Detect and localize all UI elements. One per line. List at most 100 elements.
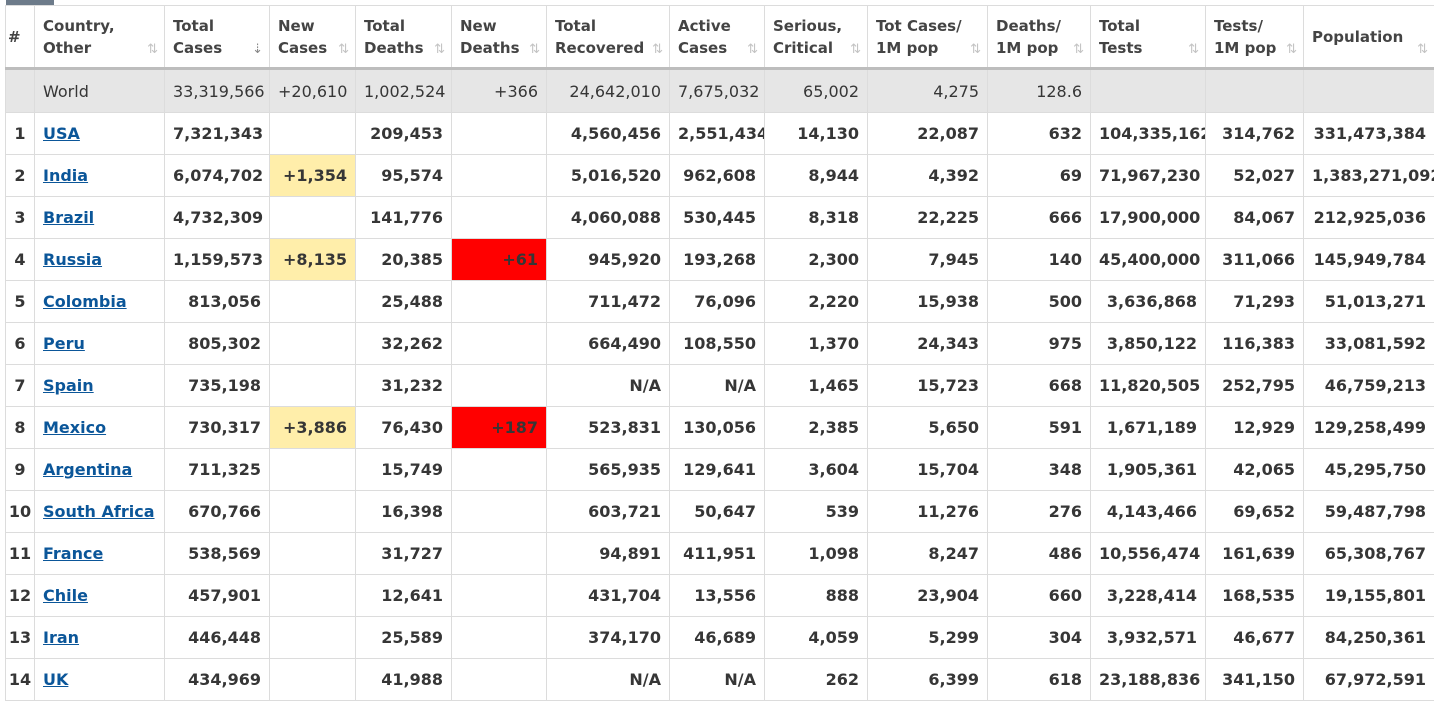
- cell-total-recovered: N/A: [546, 658, 670, 701]
- cell-cases-per-1m: 15,938: [867, 280, 988, 323]
- cell-population: 67,972,591: [1303, 658, 1434, 701]
- sort-icon[interactable]: ⇅: [747, 42, 758, 57]
- sort-icon[interactable]: ⇅: [970, 42, 981, 57]
- cell-active-cases: N/A: [669, 364, 765, 407]
- country-link[interactable]: Chile: [43, 586, 88, 605]
- cell-cases-per-1m: 15,704: [867, 448, 988, 491]
- cell-total-cases: 457,901: [164, 574, 270, 617]
- cell-serious-critical: 8,318: [764, 196, 868, 239]
- cell-total-deaths: 20,385: [355, 238, 452, 281]
- cell-total-recovered: 603,721: [546, 490, 670, 533]
- cell-active-cases: 129,641: [669, 448, 765, 491]
- country-link[interactable]: Colombia: [43, 292, 127, 311]
- table-row: 3 Brazil 4,732,309 141,776 4,060,088 530,445 8…: [5, 196, 1434, 239]
- header-serious-critical[interactable]: Serious, Critical ⇅: [764, 5, 868, 70]
- header-country[interactable]: Country, Other ⇅: [34, 5, 165, 70]
- cell-total-recovered: 4,060,088: [546, 196, 670, 239]
- country-link[interactable]: Spain: [43, 376, 94, 395]
- sort-icon[interactable]: ⇅: [1073, 42, 1084, 57]
- cell-tests-per-1m: 84,067: [1205, 196, 1304, 239]
- cell-active-cases: 50,647: [669, 490, 765, 533]
- sort-icon[interactable]: ⇅: [529, 42, 540, 57]
- cell-total-recovered: 523,831: [546, 406, 670, 449]
- sort-icon[interactable]: ⇅: [147, 42, 158, 57]
- cell-new-deaths: [451, 616, 547, 659]
- world-total-recovered: 24,642,010: [546, 68, 670, 113]
- cell-serious-critical: 4,059: [764, 616, 868, 659]
- cell-total-tests: 71,967,230: [1090, 154, 1206, 197]
- table-row: 4 Russia 1,159,573 +8,135 20,385 +61 945,920 19…: [5, 238, 1434, 281]
- country-cell: Argentina: [34, 448, 165, 491]
- cell-total-cases: 434,969: [164, 658, 270, 701]
- country-link[interactable]: Russia: [43, 250, 103, 269]
- header-deaths-per-1m[interactable]: Deaths/1M pop ⇅: [987, 5, 1091, 70]
- sort-desc-icon[interactable]: ⇣: [252, 42, 263, 57]
- cell-new-deaths: [451, 658, 547, 701]
- cell-deaths-per-1m: 668: [987, 364, 1091, 407]
- country-link[interactable]: Peru: [43, 334, 85, 353]
- sort-icon[interactable]: ⇅: [338, 42, 349, 57]
- cell-total-cases: 4,732,309: [164, 196, 270, 239]
- cell-total-recovered: 664,490: [546, 322, 670, 365]
- cell-total-tests: 4,143,466: [1090, 490, 1206, 533]
- row-rank: 14: [5, 658, 35, 701]
- header-total-tests[interactable]: Total Tests ⇅: [1090, 5, 1206, 70]
- cell-total-deaths: 41,988: [355, 658, 452, 701]
- header-cases-per-1m[interactable]: Tot Cases/1M pop ⇅: [867, 5, 988, 70]
- country-link[interactable]: France: [43, 544, 104, 563]
- sort-icon[interactable]: ⇅: [850, 42, 861, 57]
- cell-active-cases: 962,608: [669, 154, 765, 197]
- header-new-deaths[interactable]: New Deaths ⇅: [451, 5, 547, 70]
- cell-deaths-per-1m: 500: [987, 280, 1091, 323]
- country-link[interactable]: Brazil: [43, 208, 95, 227]
- sort-icon[interactable]: ⇅: [652, 42, 663, 57]
- world-row: World 33,319,566 +20,610 1,002,524 +366 …: [5, 68, 1434, 113]
- sort-icon[interactable]: ⇅: [1188, 42, 1199, 57]
- header-total-deaths[interactable]: Total Deaths ⇅: [355, 5, 452, 70]
- cell-new-deaths: [451, 112, 547, 155]
- country-link[interactable]: Iran: [43, 628, 80, 647]
- cell-tests-per-1m: 52,027: [1205, 154, 1304, 197]
- header-tests-per-1m[interactable]: Tests/1M pop ⇅: [1205, 5, 1304, 70]
- cell-total-tests: 3,228,414: [1090, 574, 1206, 617]
- table-row: 2 India 6,074,702 +1,354 95,574 5,016,520 962,…: [5, 154, 1434, 197]
- cell-cases-per-1m: 6,399: [867, 658, 988, 701]
- country-link[interactable]: Mexico: [43, 418, 107, 437]
- cell-total-tests: 10,556,474: [1090, 532, 1206, 575]
- header-total-recovered[interactable]: Total Recovered ⇅: [546, 5, 670, 70]
- cell-total-tests: 1,905,361: [1090, 448, 1206, 491]
- table-row: 6 Peru 805,302 32,262 664,490 108,550 1,370 24,…: [5, 322, 1434, 365]
- cell-new-cases: +1,354: [269, 154, 356, 197]
- cell-total-cases: 730,317: [164, 406, 270, 449]
- cell-total-deaths: 32,262: [355, 322, 452, 365]
- header-active-cases[interactable]: Active Cases ⇅: [669, 5, 765, 70]
- cell-total-tests: 104,335,162: [1090, 112, 1206, 155]
- cell-total-cases: 1,159,573: [164, 238, 270, 281]
- cell-tests-per-1m: 311,066: [1205, 238, 1304, 281]
- country-link[interactable]: USA: [43, 124, 80, 143]
- cell-tests-per-1m: 116,383: [1205, 322, 1304, 365]
- header-population[interactable]: Population ⇅: [1303, 5, 1434, 70]
- cell-active-cases: 530,445: [669, 196, 765, 239]
- cell-new-cases: [269, 616, 356, 659]
- cell-population: 46,759,213: [1303, 364, 1434, 407]
- header-new-cases[interactable]: New Cases ⇅: [269, 5, 356, 70]
- cell-population: 33,081,592: [1303, 322, 1434, 365]
- country-link[interactable]: South Africa: [43, 502, 155, 521]
- row-rank: 4: [5, 238, 35, 281]
- country-cell: UK: [34, 658, 165, 701]
- sort-icon[interactable]: ⇅: [434, 42, 445, 57]
- cell-serious-critical: 1,098: [764, 532, 868, 575]
- cell-total-deaths: 141,776: [355, 196, 452, 239]
- header-total-cases[interactable]: Total Cases ⇣: [164, 5, 270, 70]
- cell-cases-per-1m: 8,247: [867, 532, 988, 575]
- country-link[interactable]: Argentina: [43, 460, 133, 479]
- cell-tests-per-1m: 42,065: [1205, 448, 1304, 491]
- sort-icon[interactable]: ⇅: [1286, 42, 1297, 57]
- table-row: 13 Iran 446,448 25,589 374,170 46,689 4,059 5,2…: [5, 616, 1434, 659]
- country-link[interactable]: India: [43, 166, 89, 185]
- country-link[interactable]: UK: [43, 670, 69, 689]
- sort-icon[interactable]: ⇅: [1417, 42, 1428, 57]
- cell-deaths-per-1m: 660: [987, 574, 1091, 617]
- table-row: 11 France 538,569 31,727 94,891 411,951 1,098 8…: [5, 532, 1434, 575]
